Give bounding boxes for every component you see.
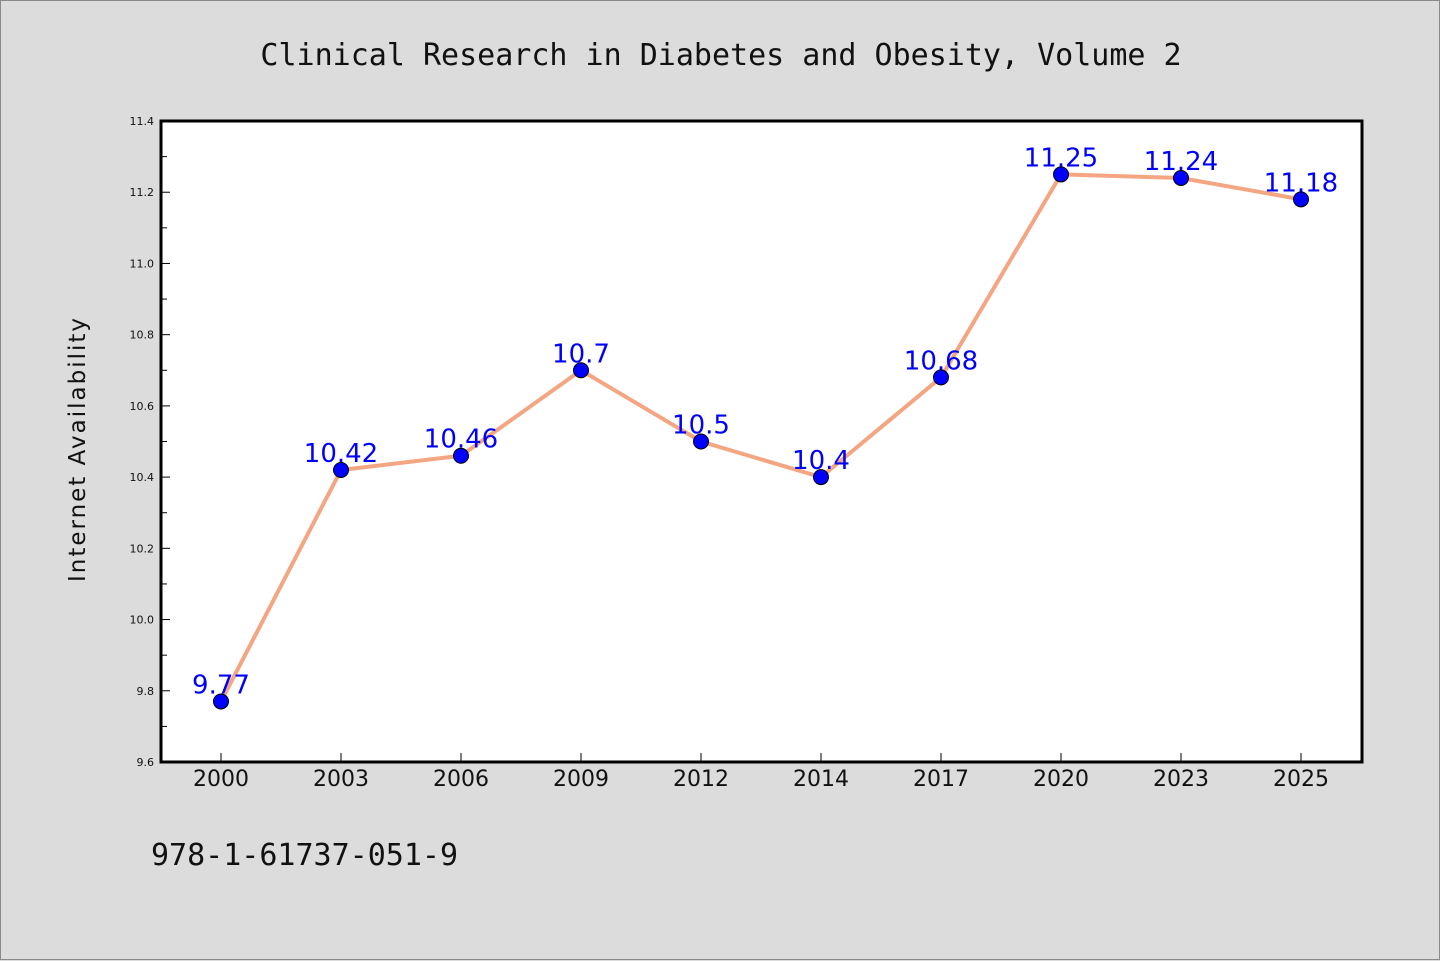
data-point: [693, 433, 709, 450]
data-label: 10.46: [424, 425, 498, 455]
data-label: 10.42: [304, 439, 378, 469]
y-tick-label: 10.0: [130, 614, 155, 627]
y-tick-label: 10.4: [130, 471, 155, 484]
data-point: [1293, 191, 1309, 208]
series-line-group: [219, 172, 1303, 704]
y-tick-label: 9.6: [137, 756, 155, 769]
x-tick-label: 2012: [673, 767, 729, 792]
y-axis-label: Internet Availability: [65, 316, 91, 582]
y-tick-label: 11.0: [130, 257, 155, 270]
y-tick-label: 10.2: [130, 542, 155, 555]
x-tick-label: 2017: [913, 767, 969, 792]
data-point: [573, 362, 589, 379]
x-tick-label: 2023: [1153, 767, 1209, 792]
data-label: 10.68: [904, 346, 978, 376]
data-point: [213, 693, 229, 710]
x-axis-ticks: 2000 2003 2006 2009 2012 2014 2017 2020 2023 2025: [193, 753, 1329, 792]
data-point: [1173, 169, 1189, 186]
x-tick-label: 2006: [433, 767, 489, 792]
x-tick-label: 2025: [1273, 767, 1329, 792]
y-tick-label: 11.4: [130, 115, 155, 128]
data-label: 11.25: [1024, 143, 1098, 173]
data-label: 11.18: [1264, 168, 1338, 198]
x-tick-label: 2020: [1033, 767, 1089, 792]
data-point: [813, 469, 829, 486]
chart-title: Clinical Research in Diabetes and Obesit…: [260, 38, 1181, 73]
y-tick-label: 10.6: [130, 400, 155, 413]
data-label: 11.24: [1144, 147, 1218, 177]
y-axis-ticks: 9.6 9.8 10.0 10.2 10.4 10.6 10.8 11.0 11.2 11.4: [130, 115, 170, 769]
data-label: 9.77: [192, 670, 250, 700]
data-point: [333, 461, 349, 478]
data-point: [1053, 166, 1069, 183]
x-tick-label: 2000: [193, 767, 249, 792]
x-tick-label: 2009: [553, 767, 609, 792]
data-label: 10.5: [672, 411, 730, 441]
data-point: [453, 447, 469, 464]
x-tick-label: 2003: [313, 767, 369, 792]
y-tick-label: 9.8: [137, 685, 155, 698]
data-labels: 9.77 10.42 10.46 10.7 10.5 10.4 10.68 11.25 11.2…: [192, 143, 1338, 700]
y-tick-label: 10.8: [130, 329, 155, 342]
plot-area: [159, 119, 1364, 764]
x-tick-label: 2014: [793, 767, 849, 792]
footer-isbn: 978-1-61737-051-9: [151, 838, 458, 873]
data-point: [933, 369, 949, 386]
y-tick-label: 11.2: [130, 186, 155, 199]
data-markers: [213, 166, 1309, 710]
series-line: [219, 172, 1303, 704]
data-label: 10.7: [552, 339, 610, 369]
data-label: 10.4: [792, 446, 850, 476]
